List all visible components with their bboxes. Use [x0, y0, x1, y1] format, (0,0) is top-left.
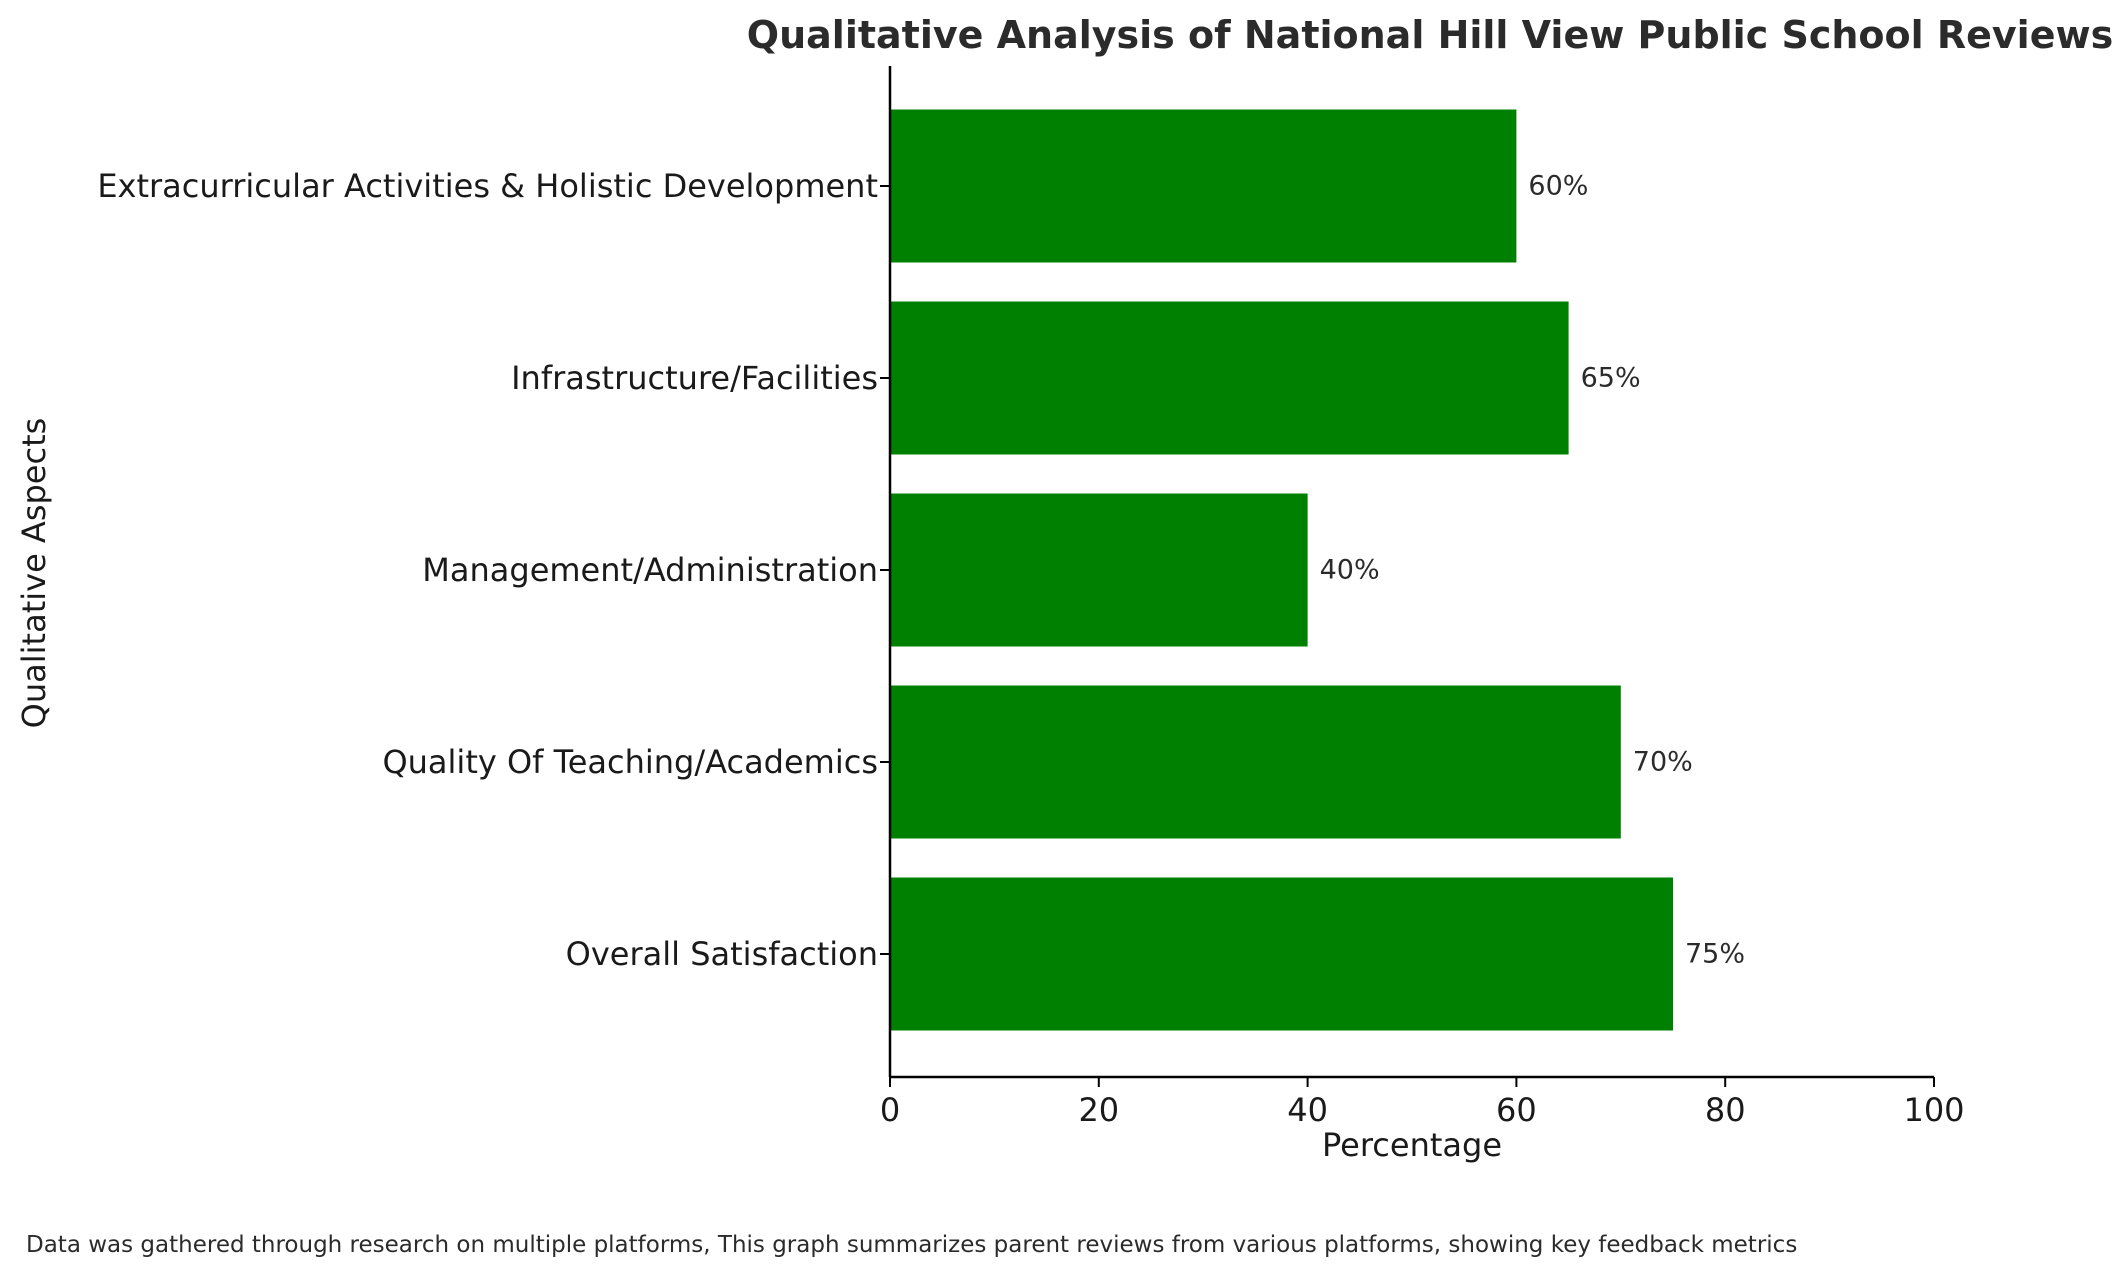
- bar-value-label: 40%: [1320, 555, 1380, 586]
- category-labels-layer: Overall Satisfaction Quality Of Teaching/…: [97, 167, 878, 973]
- bars-layer: [890, 109, 1673, 1031]
- x-tick-label: 20: [1078, 1091, 1119, 1129]
- chart-title: Qualitative Analysis of National Hill Vi…: [747, 13, 2113, 57]
- bar-value-label: 65%: [1581, 363, 1641, 394]
- data-labels-layer: 75% 70% 40% 65% 60%: [1320, 171, 1745, 970]
- category-label: Infrastructure/Facilities: [511, 359, 878, 397]
- bar: [890, 301, 1569, 455]
- category-label: Extracurricular Activities & Holistic De…: [97, 167, 878, 205]
- x-tick-label: 40: [1287, 1091, 1328, 1129]
- footnote: Data was gathered through research on mu…: [26, 1232, 1797, 1258]
- x-tick-label: 0: [880, 1091, 900, 1129]
- category-label: Management/Administration: [422, 551, 878, 589]
- bar: [890, 877, 1673, 1031]
- x-tick-label: 80: [1705, 1091, 1746, 1129]
- x-tick-label: 60: [1496, 1091, 1537, 1129]
- category-label: Quality Of Teaching/Academics: [382, 743, 878, 781]
- x-ticks-layer: 0 20 40 60 80 100: [880, 185, 1965, 1129]
- bar-value-label: 60%: [1528, 171, 1588, 202]
- x-axis-label: Percentage: [1322, 1126, 1502, 1164]
- bar: [890, 109, 1517, 263]
- bar: [890, 493, 1308, 647]
- x-tick-label: 100: [1903, 1091, 1964, 1129]
- bar-value-label: 70%: [1633, 747, 1693, 778]
- category-label: Overall Satisfaction: [566, 935, 878, 973]
- bar: [890, 685, 1621, 839]
- y-axis-label: Qualitative Aspects: [15, 418, 53, 729]
- bar-value-label: 75%: [1685, 939, 1745, 970]
